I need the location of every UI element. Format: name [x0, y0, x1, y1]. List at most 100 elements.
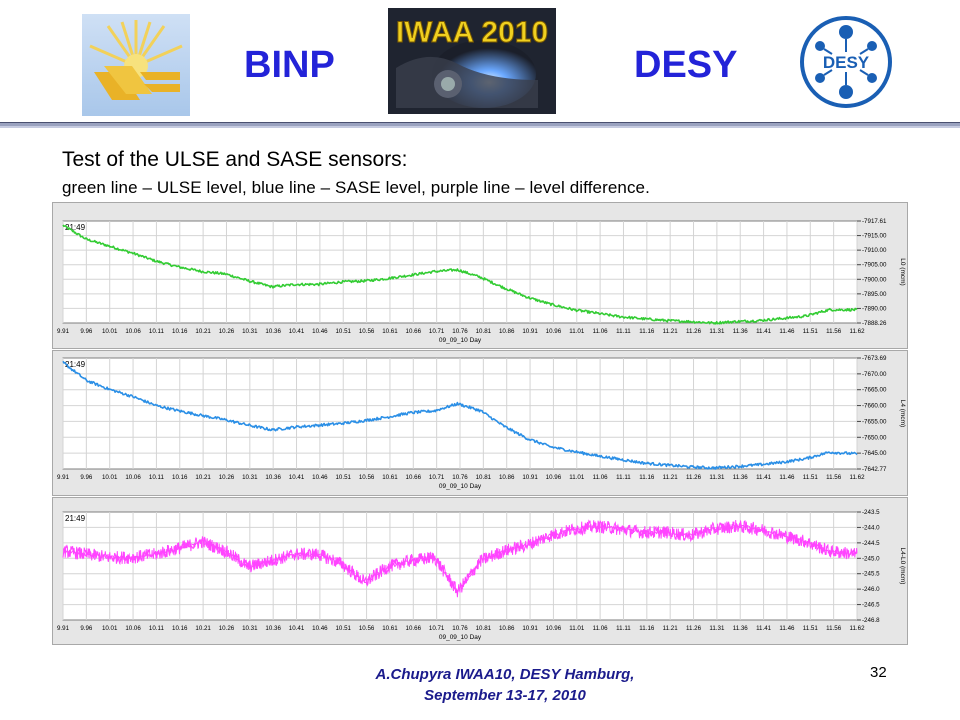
x-tick-label: 10.16 — [172, 474, 188, 481]
y-tick-label: -7895.00 — [862, 291, 887, 298]
x-tick-label: 10.86 — [499, 474, 515, 481]
series-line-noise — [62, 519, 858, 598]
x-tick-label: 10.76 — [452, 328, 468, 335]
x-tick-label: 11.21 — [663, 328, 679, 335]
series-line — [62, 360, 858, 470]
x-tick-label: 10.31 — [242, 328, 258, 335]
x-tick-label: 10.61 — [382, 474, 398, 481]
page-number: 32 — [870, 664, 887, 681]
iwaa-logo-text: IWAA 2010 — [396, 16, 548, 49]
x-tick-label: 10.96 — [546, 474, 562, 481]
x-tick-label: 10.16 — [172, 328, 188, 335]
x-tick-label: 11.06 — [593, 328, 609, 335]
difference-chart-panel: 9.91 9.96 10.01 10.06 10.11 10.16 10.21 10.26 10… — [52, 497, 908, 645]
x-tick-label: 11.01 — [569, 328, 585, 335]
x-tick-label: 9.96 — [80, 328, 93, 335]
x-tick-label: 10.41 — [289, 474, 305, 481]
x-tick-label: 10.01 — [102, 474, 118, 481]
x-tick-label: 10.61 — [382, 625, 398, 632]
footer-author-line: A.Chupyra IWAA10, DESY Hamburg, — [375, 666, 635, 683]
desy-logo-text: DESY — [823, 53, 870, 72]
desy-title: DESY — [634, 44, 738, 86]
y-axis-label: L4-L0 (mcm) — [899, 548, 906, 585]
x-tick-label: 10.86 — [499, 328, 515, 335]
x-tick-label: 10.36 — [265, 328, 281, 335]
x-tick-label: 9.91 — [57, 474, 70, 481]
x-tick-label: 11.26 — [686, 474, 702, 481]
x-tick-label: 11.06 — [593, 474, 609, 481]
x-tick-label: 9.96 — [80, 474, 93, 481]
x-tick-label: 11.06 — [593, 625, 609, 632]
x-tick-label: 10.51 — [335, 625, 351, 632]
x-tick-label: 10.26 — [219, 474, 235, 481]
y-tick-label: -244.0 — [862, 524, 880, 531]
time-label: 21:49 — [65, 223, 86, 232]
x-tick-label: 10.26 — [219, 328, 235, 335]
binp-logo — [82, 14, 190, 116]
y-tick-label: -244.5 — [862, 540, 880, 547]
x-tick-label: 10.81 — [476, 328, 492, 335]
x-tick-label: 10.71 — [429, 328, 445, 335]
x-tick-label: 10.31 — [242, 625, 258, 632]
x-tick-label: 11.11 — [616, 328, 631, 335]
y-tick-label: -246.5 — [862, 602, 880, 609]
x-tick-label: 10.41 — [289, 625, 305, 632]
x-tick-label: 11.41 — [756, 625, 772, 632]
x-tick-label: 11.16 — [639, 625, 655, 632]
series-line — [62, 224, 858, 325]
x-tick-label: 11.31 — [709, 474, 725, 481]
x-tick-label: 10.46 — [312, 474, 328, 481]
ulse-chart-panel: 9.91 9.96 10.01 10.06 10.11 10.16 10.21 10.26 10… — [52, 202, 908, 349]
x-tick-label: 9.91 — [57, 625, 70, 632]
x-tick-label: 11.56 — [826, 625, 842, 632]
y-tick-label: -7910.00 — [862, 247, 887, 254]
x-tick-label: 11.21 — [663, 474, 679, 481]
x-tick-label: 10.46 — [312, 625, 328, 632]
x-tick-label: 10.71 — [429, 474, 445, 481]
y-tick-label: -7673.69 — [862, 355, 887, 362]
time-label: 21:49 — [65, 360, 86, 369]
y-tick-label: -7665.00 — [862, 387, 887, 394]
x-tick-label: 10.31 — [242, 474, 258, 481]
y-tick-label: -246.8 — [862, 617, 880, 624]
x-tick-label: 11.01 — [569, 474, 585, 481]
x-tick-label: 11.11 — [616, 474, 631, 481]
x-tick-label: 11.46 — [779, 625, 795, 632]
y-tick-label: -7890.00 — [862, 305, 887, 312]
x-axis-label: 09_09_10 Day — [439, 483, 482, 490]
x-tick-label: 11.26 — [686, 328, 702, 335]
x-tick-label: 11.51 — [803, 625, 819, 632]
x-tick-label: 11.31 — [709, 328, 725, 335]
x-tick-label: 11.16 — [639, 474, 655, 481]
ulse-level-chart: 9.91 9.96 10.01 10.06 10.11 10.16 10.21 10.26 10… — [57, 218, 906, 344]
header-divider-light — [0, 126, 960, 128]
y-tick-label: -245.5 — [862, 571, 880, 578]
x-tick-label: 10.66 — [406, 625, 422, 632]
x-tick-label: 11.56 — [826, 474, 842, 481]
x-tick-label: 10.96 — [546, 328, 562, 335]
x-tick-label: 11.56 — [826, 328, 842, 335]
y-tick-label: -243.5 — [862, 509, 880, 516]
x-tick-label: 9.91 — [57, 328, 70, 335]
y-tick-label: -246.0 — [862, 586, 880, 593]
x-tick-label: 10.91 — [522, 625, 538, 632]
y-tick-label: -7642.77 — [862, 466, 887, 473]
x-tick-label: 11.41 — [756, 328, 772, 335]
x-tick-label: 11.11 — [616, 625, 631, 632]
desy-logo: DESY — [798, 14, 894, 110]
footer-date-line: September 13-17, 2010 — [424, 687, 586, 704]
x-axis-label: 09_09_10 Day — [439, 337, 482, 344]
x-tick-label: 11.31 — [709, 625, 725, 632]
x-axis-label: 09_09_10 Day — [439, 634, 482, 641]
x-tick-label: 10.41 — [289, 328, 305, 335]
x-tick-label: 11.26 — [686, 625, 702, 632]
y-tick-label: -7660.00 — [862, 403, 887, 410]
x-tick-label: 11.36 — [733, 328, 749, 335]
x-tick-label: 10.06 — [125, 328, 141, 335]
x-tick-label: 10.91 — [522, 474, 538, 481]
iwaa-2010-logo: IWAA 2010 — [388, 8, 556, 114]
x-tick-label: 10.46 — [312, 328, 328, 335]
y-tick-label: -7888.26 — [862, 320, 887, 327]
y-tick-label: -7645.00 — [862, 450, 887, 457]
x-tick-label: 11.46 — [779, 474, 795, 481]
